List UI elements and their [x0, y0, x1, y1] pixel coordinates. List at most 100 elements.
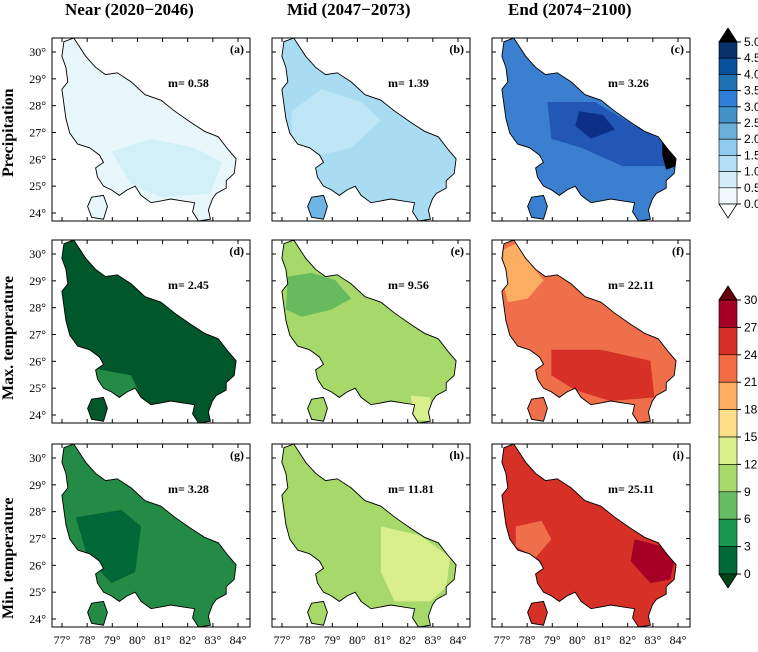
lon-tick-label: 83°: [424, 633, 441, 647]
colorbar-over-arrow: [718, 285, 738, 301]
lat-tick-label: 24°: [29, 408, 46, 422]
colorbar-segment: [718, 409, 738, 438]
panel-letter: (e): [451, 244, 464, 258]
region-fill: [515, 520, 552, 558]
colorbar-segment: [718, 187, 738, 205]
lon-tick-label: 77°: [494, 633, 511, 647]
colorbar-tick-label: 3.5: [744, 84, 758, 98]
lon-tick-label: 84°: [670, 633, 687, 647]
colorbar-segment: [718, 491, 738, 520]
lat-tick-label: 30°: [29, 247, 46, 261]
colorbar-tick-label: 12: [744, 457, 758, 471]
region-fill: [380, 526, 451, 602]
panel-frame: [491, 37, 691, 222]
mean-annotation: m= 1.39: [388, 76, 429, 90]
lon-tick-label: 78°: [519, 633, 536, 647]
colorbar-tick-label: 2.5: [744, 116, 758, 130]
lat-tick-label: 24°: [29, 206, 46, 220]
lon-tick-label: 80°: [129, 633, 146, 647]
map-panel: 77° 78° 79° 80° 81° 82° 83° 84° (i) m= 25.11: [491, 443, 691, 647]
panel-frame: [271, 443, 471, 628]
region-fill: [61, 240, 237, 423]
lon-tick-label: 83°: [644, 633, 661, 647]
state-boundary: [87, 194, 108, 220]
region-fill: [291, 89, 381, 157]
mean-annotation: m= 22.11: [608, 278, 654, 292]
lon-tick-label: 81°: [374, 633, 391, 647]
panel-letter: (i): [673, 448, 684, 462]
colorbar-segment: [718, 436, 738, 465]
colorbar-tick-label: 18: [744, 403, 758, 417]
mean-annotation: m= 2.45: [168, 278, 209, 292]
state-boundary: [61, 37, 237, 222]
lon-tick-label: 79°: [104, 633, 121, 647]
colorbar-segment: [718, 381, 738, 410]
mean-annotation: m= 11.81: [388, 482, 434, 496]
lon-tick-label: 77°: [54, 633, 71, 647]
colorbar-segment: [718, 155, 738, 172]
colorbar-segment: [718, 354, 738, 383]
mean-annotation: m= 25.11: [608, 482, 654, 496]
colorbar-tick-label: 6: [744, 512, 751, 526]
region-fill: [547, 102, 667, 167]
colorbar-tick-label: 1.5: [744, 148, 758, 162]
colorbar-tick-label: 5.0: [744, 35, 758, 49]
mean-annotation: m= 9.56: [388, 278, 429, 292]
colorbar-tick-label: 9: [744, 485, 751, 499]
lon-tick-label: 80°: [349, 633, 366, 647]
colorbar-segment: [718, 122, 738, 140]
region-fill: [61, 38, 237, 221]
colorbar-tick-label: 0: [744, 567, 751, 581]
panel-frame: [51, 443, 251, 628]
region-fill: [630, 539, 675, 584]
state-boundary: [87, 600, 108, 626]
panel-frame: [51, 239, 251, 424]
lon-tick-label: 78°: [299, 633, 316, 647]
colorbar-tick-label: 3.0: [744, 100, 758, 114]
map-panel: (c) m= 3.26: [491, 37, 691, 222]
lon-tick-label: 84°: [450, 633, 467, 647]
lat-tick-label: 29°: [29, 274, 46, 288]
panel-letter: (f): [672, 244, 684, 258]
panel-frame: [271, 239, 471, 424]
colorbar-segment: [718, 138, 738, 156]
mean-annotation: m= 3.26: [608, 76, 649, 90]
panel-letter: (h): [449, 448, 464, 462]
colorbar-segment: [718, 41, 738, 59]
colorbar-tick-label: 15: [744, 430, 758, 444]
colorbar-tick-label: 4.0: [744, 67, 758, 81]
region-fill: [575, 111, 615, 139]
state-boundary: [527, 396, 548, 422]
region-fill: [281, 240, 457, 423]
region-fill: [410, 395, 431, 422]
colorbar-tick-label: 30: [744, 293, 758, 307]
lat-tick-label: 24°: [29, 612, 46, 626]
state-boundary: [281, 239, 457, 424]
panel-frame: [491, 443, 691, 628]
colorbar-tick-label: 21: [744, 375, 758, 389]
colorbar-over-arrow: [718, 27, 738, 43]
lat-tick-label: 28°: [29, 99, 46, 113]
lon-tick-label: 77°: [274, 633, 291, 647]
column-header: End (2074−2100): [508, 0, 632, 19]
panel-letter: (b): [449, 42, 464, 56]
colorbar-segment: [718, 106, 738, 124]
panel-letter: (a): [230, 42, 244, 56]
colorbar-segment: [718, 171, 738, 189]
map-panel: 30° 29° 28° 27° 26° 25° 24° 77° 78° 79° 80° 81° 82° 8…: [29, 443, 251, 647]
panel-letter: (c): [671, 42, 684, 56]
lon-tick-label: 82°: [619, 633, 636, 647]
map-panel: 77° 78° 79° 80° 81° 82° 83° 84° (h) m= 11.81: [271, 443, 471, 647]
colorbar-segment: [718, 57, 738, 75]
colorbar-tick-label: 27: [744, 320, 758, 334]
state-boundary: [307, 396, 328, 422]
region-fill: [285, 272, 352, 317]
map-panel: (f) m= 22.11: [491, 239, 691, 424]
lat-tick-label: 29°: [29, 72, 46, 86]
map-panel: (e) m= 9.56: [271, 239, 471, 424]
colorbar-tick-label: 0.0: [744, 197, 758, 211]
map-panel: 30° 29° 28° 27° 26° 25° 24° (d) m= 2.45: [29, 239, 251, 424]
state-boundary: [281, 443, 457, 628]
colorbar-precipitation: 5.0 4.5 4.0 3.5 3.0 2.5 2.0 1.5 1.0 0.5 0.0: [718, 27, 758, 219]
